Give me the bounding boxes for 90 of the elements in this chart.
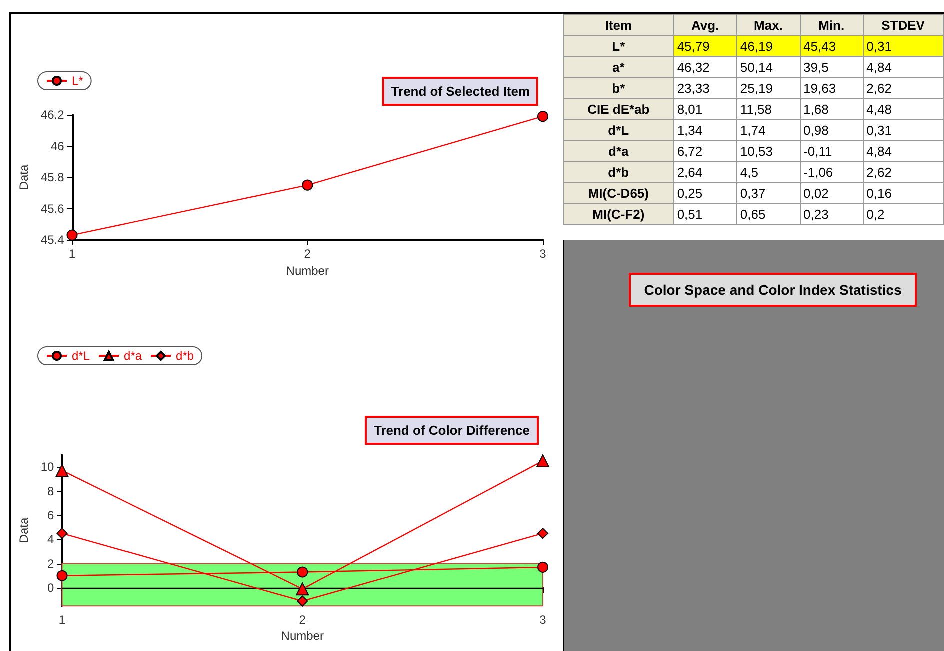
text: 46,32 [674, 56, 737, 78]
text: MI(C-F2) [564, 204, 674, 224]
y-tick-label: 6 [48, 508, 55, 522]
text: 46,19 [736, 36, 800, 56]
y-tick-label: 45.6 [40, 202, 65, 216]
x-tick-label: 3 [540, 247, 547, 261]
point [56, 570, 68, 582]
text: 0,02 [800, 182, 864, 204]
legend-label: d*b [176, 349, 194, 363]
text: 50,14 [736, 56, 800, 78]
text: 39,5 [800, 56, 864, 78]
text: 1,68 [800, 98, 864, 120]
point [536, 454, 550, 468]
text: 4,5 [736, 162, 800, 182]
legend-label: d*a [124, 349, 142, 363]
text: 4,84 [863, 140, 944, 162]
text: d*b [564, 162, 674, 182]
text: 0,23 [800, 204, 864, 224]
text: 10,53 [736, 140, 800, 162]
x-tick-label: 3 [540, 613, 547, 628]
point [296, 582, 310, 596]
text: d*a [564, 140, 674, 162]
text: 2,62 [863, 78, 944, 98]
text: 0,31 [863, 36, 944, 56]
point [538, 528, 548, 540]
chart-title: Trend of Selected Item [391, 84, 530, 99]
y-tick-label: 10 [40, 460, 55, 474]
text: a* [564, 56, 674, 78]
text: 4,48 [863, 98, 944, 120]
y-axis-title: Data [17, 164, 31, 190]
text: -1,06 [800, 162, 864, 182]
category-label: STDEV [863, 14, 944, 36]
point [302, 180, 314, 191]
text: 4,84 [863, 56, 944, 78]
y-tick-label: 46 [50, 139, 65, 154]
category-label: Max. [736, 14, 800, 36]
text: 0,98 [800, 120, 864, 140]
text: -0,11 [800, 140, 864, 162]
x-tick-label: 1 [68, 247, 76, 261]
text: 6,72 [674, 140, 737, 162]
text: 0,16 [863, 182, 944, 204]
text: 0,25 [674, 182, 737, 204]
text: 0,31 [863, 120, 944, 140]
point [56, 464, 69, 478]
text: 2,64 [674, 162, 737, 182]
chart-title: Trend of Color Difference [374, 423, 530, 438]
category-label: Min. [800, 14, 864, 36]
x-axis-title: Number [281, 629, 324, 644]
y-tick-label: 46.2 [40, 108, 65, 122]
text: 23,33 [674, 78, 737, 98]
point [538, 562, 548, 573]
y-tick-label: 45.4 [40, 233, 65, 247]
category-label: Avg. [674, 14, 737, 36]
text: 2,62 [863, 162, 944, 182]
text: 19,63 [800, 78, 864, 98]
text: b* [564, 78, 674, 98]
y-tick-label: 8 [48, 484, 55, 498]
text: 0,37 [736, 182, 800, 204]
text: 0,65 [736, 204, 800, 224]
text: 45,79 [674, 36, 737, 56]
text: 11,58 [736, 98, 800, 120]
point [297, 596, 308, 607]
x-tick-label: 1 [58, 613, 66, 628]
x-axis-title: Number [286, 264, 329, 278]
text: 0,51 [674, 204, 737, 224]
text: MI(C-D65) [564, 182, 674, 204]
point [56, 528, 68, 540]
text: L* [564, 36, 674, 56]
y-tick-label: 45.8 [40, 170, 65, 184]
y-axis-title: Data [17, 518, 31, 544]
text: 0,2 [863, 204, 944, 224]
text: 1,74 [736, 120, 800, 140]
text: d*L [564, 120, 674, 140]
y-tick-label: 4 [48, 532, 55, 547]
text: 1,34 [674, 120, 737, 140]
text: CIE dE*ab [564, 98, 674, 120]
text: 8,01 [674, 98, 737, 120]
point [297, 566, 308, 578]
legend-label: d*L [72, 349, 90, 363]
y-tick-label: 2 [48, 556, 55, 571]
y-tick-label: 0 [48, 580, 55, 595]
text: 45,43 [800, 36, 864, 56]
x-tick-label: 2 [299, 613, 306, 628]
legend-label: L* [72, 74, 84, 88]
text: Color Space and Color Index Statistics [629, 273, 917, 307]
category-label: Item [564, 14, 674, 36]
point [538, 111, 548, 122]
point [66, 230, 78, 241]
x-tick-label: 2 [304, 247, 312, 261]
text: 25,19 [736, 78, 800, 98]
